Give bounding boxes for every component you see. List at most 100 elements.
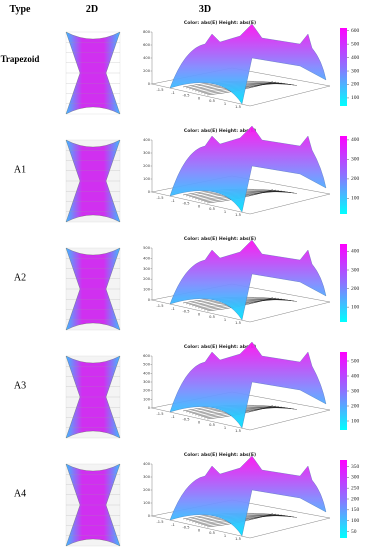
z-tick-label: 300: [143, 475, 151, 479]
x-tick-label: 1: [224, 426, 226, 430]
z-tick-label: 200: [143, 69, 151, 73]
z-tick-label: 100: [143, 288, 151, 292]
colorbar-tick-label: 400: [351, 249, 360, 255]
z-tick-label: 400: [143, 138, 151, 142]
colorbar-tick-label: 300: [351, 388, 360, 394]
surface: [169, 239, 327, 321]
x-tick-label: 0: [198, 528, 201, 532]
x-tick-label: 0: [198, 312, 201, 316]
header-2d: 2D: [86, 4, 98, 15]
z-tick-label: 400: [143, 371, 151, 375]
colorbar-tick-label: 100: [351, 95, 360, 101]
z-tick-label: 200: [143, 277, 151, 281]
z-tick-label: 500: [143, 246, 151, 250]
row: A1 Color: abs(E) Height: abs(E) 0 100 200 300…: [14, 125, 360, 223]
row-label: A3: [14, 380, 26, 391]
x-tick-label: 1: [224, 318, 226, 322]
x-tick-label: -1: [171, 307, 175, 311]
plot-title: Color: abs(E) Height: abs(E): [184, 236, 256, 242]
x-tick-label: -0.5: [182, 526, 189, 530]
header-3d: 3D: [199, 4, 211, 15]
x-tick-label: -0.5: [182, 418, 189, 422]
plot-title: Color: abs(E) Height: abs(E): [184, 128, 256, 134]
z-tick-label: 600: [143, 354, 151, 358]
colorbar-tick-label: 350: [351, 464, 360, 470]
x-tick-label: 0.5: [209, 99, 215, 103]
x-tick-label: -1.5: [156, 520, 163, 524]
x-tick-label: -1.5: [156, 304, 163, 308]
x-tick-label: 0.5: [209, 423, 215, 427]
colorbar-tick-label: 200: [351, 176, 360, 182]
colorbar-tick-label: 100: [351, 196, 360, 202]
colorbar: [340, 352, 347, 430]
header-type: Type: [10, 4, 31, 15]
row-label: A2: [14, 272, 26, 283]
z-tick-label: 400: [143, 56, 151, 60]
surface: [169, 455, 327, 537]
colorbar-tick-label: 300: [351, 68, 360, 74]
row: Trapezoid Color: abs(E) Height: abs(E) 0 20…: [1, 20, 360, 115]
colorbar-tick-label: 500: [351, 41, 360, 47]
row-label: A1: [14, 164, 26, 175]
x-tick-label: -1: [171, 523, 175, 527]
row-label: A4: [14, 488, 26, 499]
x-tick-label: -1: [171, 199, 175, 203]
colorbar-tick-label: 500: [351, 358, 360, 364]
colorbar-tick-label: 300: [351, 267, 360, 273]
x-tick-label: 0.5: [209, 315, 215, 319]
x-tick-label: 1.5: [235, 537, 241, 541]
x-tick-label: 0.5: [209, 531, 215, 535]
colorbar-tick-label: 400: [351, 373, 360, 379]
x-tick-label: -1.5: [156, 196, 163, 200]
x-tick-label: -1.5: [156, 412, 163, 416]
colorbar-tick-label: 400: [351, 137, 360, 143]
x-tick-label: -1: [171, 91, 175, 95]
x-tick-label: 1.5: [235, 429, 241, 433]
row: A3 Color: abs(E) Height: abs(E) 0 100 200 300…: [14, 341, 360, 439]
z-tick-label: 300: [143, 267, 151, 271]
colorbar-tick-label: 300: [351, 475, 360, 481]
colorbar-tick-label: 150: [351, 507, 360, 513]
x-tick-label: 1: [224, 210, 226, 214]
z-tick-label: 200: [143, 488, 151, 492]
z-tick-label: 100: [143, 397, 151, 401]
colorbar-tick-label: 300: [351, 157, 360, 163]
z-tick-label: 0: [148, 514, 151, 518]
z-tick-label: 400: [143, 256, 151, 260]
x-tick-label: 1: [224, 534, 226, 538]
colorbar: [340, 136, 347, 214]
z-tick-label: 300: [143, 380, 151, 384]
colorbar: [340, 28, 347, 106]
colorbar-tick-label: 200: [351, 286, 360, 292]
row-label: Trapezoid: [1, 54, 40, 64]
z-tick-label: 0: [148, 82, 151, 86]
surface: [169, 341, 327, 429]
colorbar: [340, 244, 347, 322]
x-tick-label: 1.5: [235, 105, 241, 109]
x-tick-label: 0.5: [209, 207, 215, 211]
z-tick-label: 100: [143, 177, 151, 181]
x-tick-label: -1.5: [156, 88, 163, 92]
colorbar: [340, 460, 347, 538]
plot-title: Color: abs(E) Height: abs(E): [184, 452, 256, 458]
z-tick-label: 500: [143, 363, 151, 367]
colorbar-tick-label: 400: [351, 55, 360, 61]
x-tick-label: 1.5: [235, 321, 241, 325]
x-tick-label: -0.5: [182, 310, 189, 314]
colorbar-tick-label: 100: [351, 418, 360, 424]
z-tick-label: 0: [148, 406, 151, 410]
z-tick-label: 800: [143, 30, 151, 34]
x-tick-label: -0.5: [182, 202, 189, 206]
row: A4 Color: abs(E) Height: abs(E) 0 100 200 300…: [14, 452, 360, 547]
colorbar-tick-label: 200: [351, 403, 360, 409]
x-tick-label: 1: [224, 102, 226, 106]
z-tick-label: 400: [143, 462, 151, 466]
plot-title: Color: abs(E) Height: abs(E): [184, 20, 256, 26]
x-tick-label: 0: [198, 420, 201, 424]
colorbar-tick-label: 50: [351, 529, 357, 535]
surface: [169, 23, 327, 105]
x-tick-label: 0: [198, 96, 201, 100]
row: A2 Color: abs(E) Height: abs(E) 0 100 200 300…: [14, 236, 360, 331]
z-tick-label: 0: [148, 298, 151, 302]
